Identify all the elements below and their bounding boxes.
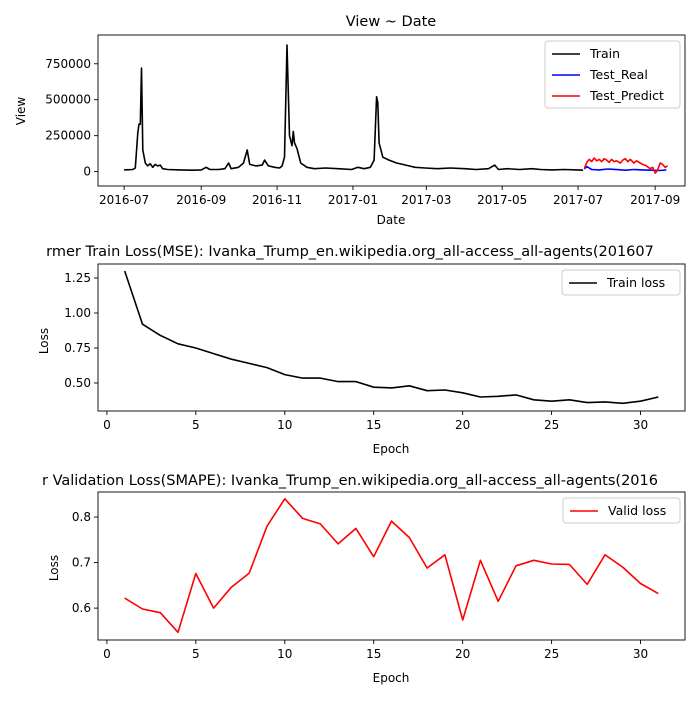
legend-train-loss-label: Train loss [606,275,665,290]
series-test-real-line [583,165,667,172]
y-tick-label: 0.6 [72,601,91,615]
x-tick-label: 2017-01 [328,193,378,207]
chart3-ticks: 0 5 10 15 20 25 30 0.6 0.7 0.8 [72,510,648,661]
chart3-legend-box [562,497,681,524]
x-tick-label: 10 [277,647,292,661]
series-train-line [124,44,584,171]
chart2-series [123,270,659,405]
x-tick-label: 2017-03 [401,193,451,207]
x-tick-label: 30 [633,647,648,661]
y-tick-label: 500000 [45,93,91,107]
chart1-legend-box [544,40,681,109]
y-tick-label: 0.50 [64,376,91,390]
chart1-series [124,44,668,174]
x-tick-label: 5 [192,418,200,432]
y-tick-label: 750000 [45,57,91,71]
valid-loss-chart: r Validation Loss(SMAPE): Ivanka_Trump_e… [42,473,686,685]
y-tick-label: 1.25 [64,271,91,285]
x-tick-label: 20 [455,418,470,432]
chart1-title: View ~ Date [346,14,437,30]
x-tick-label: 0 [103,418,111,432]
x-tick-label: 25 [544,647,559,661]
chart3-ylabel: Loss [47,555,61,581]
legend-test-real-label: Test_Real [589,67,648,82]
y-tick-label: 1.00 [64,306,91,320]
x-tick-label: 15 [366,647,381,661]
chart1-xlabel: Date [377,213,406,227]
x-tick-label: 30 [633,418,648,432]
x-tick-label: 2017-05 [477,193,527,207]
y-tick-label: 250000 [45,129,91,143]
chart3-legend: Valid loss [562,497,681,524]
chart2-ylabel: Loss [37,328,51,354]
x-tick-label: 2017-09 [630,193,680,207]
chart1-frame [97,34,686,187]
x-tick-label: 2016-07 [99,193,149,207]
legend-train-label: Train [589,46,620,61]
series-train-loss-line [123,270,659,405]
chart2-frame [97,263,686,412]
chart2-xlabel: Epoch [373,442,410,456]
chart3-series [124,497,659,634]
chart2-ticks: 0 5 10 15 20 25 30 0.50 0.75 1.00 1.25 [64,271,648,432]
x-tick-label: 10 [277,418,292,432]
y-tick-label: 0.75 [64,341,91,355]
x-tick-label: 2016-09 [176,193,226,207]
view-date-chart: View ~ Date 2016-07 2016-09 2016-11 2017-01… [14,14,686,227]
series-test-predict-line [583,157,668,174]
chart2-title: rmer Train Loss(MSE): Ivanka_Trump_en.wi… [46,244,654,260]
chart1-legend: Train Test_Real Test_Predict [544,40,681,109]
series-valid-loss-line [124,497,659,634]
train-loss-chart: rmer Train Loss(MSE): Ivanka_Trump_en.wi… [37,244,686,456]
x-tick-label: 25 [544,418,559,432]
chart1-ticks: 2016-07 2016-09 2016-11 2017-01 2017-03 2017-… [45,57,680,207]
chart1-ylabel: View [14,97,28,126]
y-tick-label: 0.7 [72,556,91,570]
x-tick-label: 0 [103,647,111,661]
chart3-title: r Validation Loss(SMAPE): Ivanka_Trump_e… [42,473,658,489]
legend-test-predict-label: Test_Predict [589,88,664,103]
chart3-frame [97,491,686,641]
chart2-legend: Train loss [561,269,681,296]
x-tick-label: 20 [455,647,470,661]
chart3-xlabel: Epoch [373,671,410,685]
x-tick-label: 15 [366,418,381,432]
x-tick-label: 2016-11 [252,193,302,207]
y-tick-label: 0.8 [72,510,91,524]
y-tick-label: 0 [83,165,91,179]
x-tick-label: 2017-07 [553,193,603,207]
legend-valid-loss-label: Valid loss [608,503,666,518]
x-tick-label: 5 [192,647,200,661]
chart2-legend-box [561,269,681,296]
